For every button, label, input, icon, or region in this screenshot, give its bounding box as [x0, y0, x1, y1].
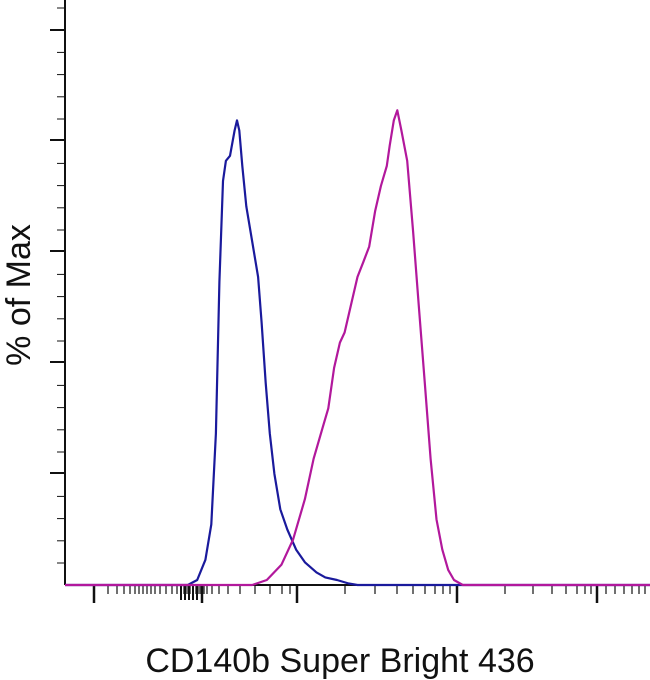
series-line-1: [65, 119, 650, 587]
y-axis: [50, 0, 66, 585]
series-line-2: [65, 109, 650, 587]
series-layer: [65, 109, 650, 587]
x-axis: [65, 584, 650, 603]
x-axis-title: CD140b Super Bright 436: [145, 642, 534, 680]
y-axis-title: % of Max: [0, 224, 38, 366]
